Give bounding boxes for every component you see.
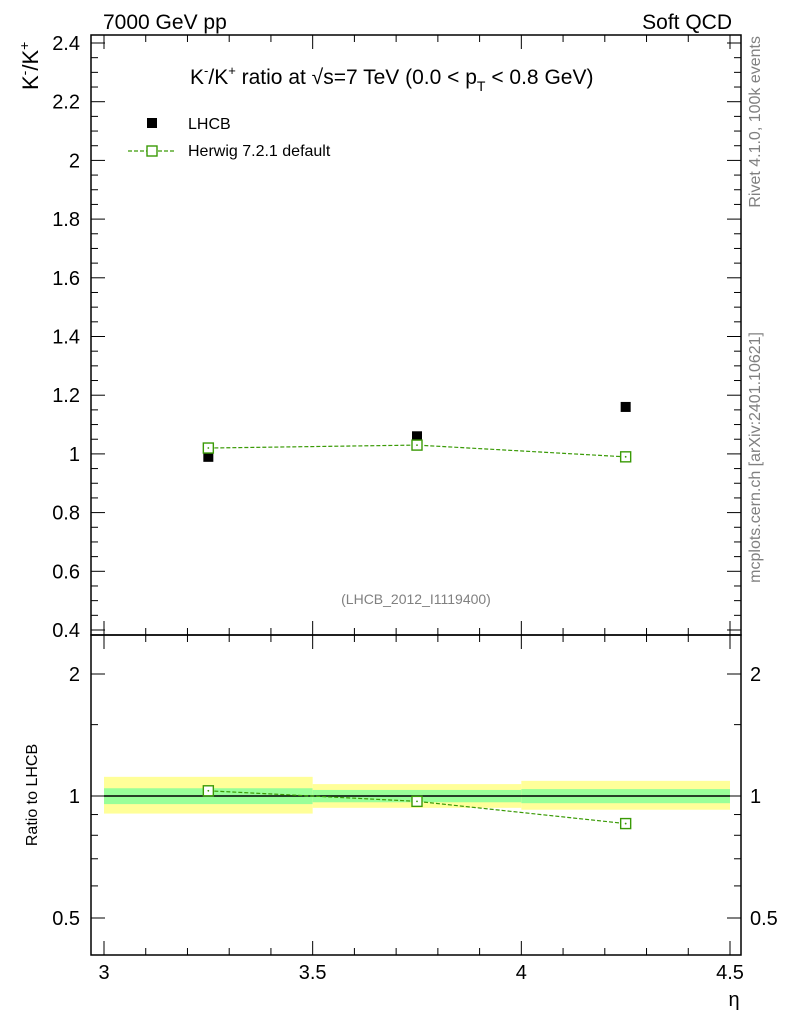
ratio-herwig-line [208,790,626,825]
main-axis-ticks: 0.4 0.6 0.8 1 1.2 1.4 1.6 1.8 2 2.2 2.4 [52,33,741,642]
herwig-point-center [624,455,627,458]
main-ytick-label: 1.4 [52,327,80,349]
ratio-plot-frame [90,634,742,956]
ratio-ytick-label-right: 2 [750,664,761,686]
main-ytick-label: 1.8 [52,209,80,231]
legend-marker-herwig [146,145,158,157]
legend-marker-lhcb [147,118,157,128]
xtick-label: 4 [516,962,527,984]
header-right: Soft QCD [642,11,732,34]
main-ytick-label: 0.8 [52,503,80,525]
main-ytick-label: 0.4 [52,620,80,642]
header-left: 7000 GeV pp [103,11,227,34]
ratio-ytick-label-right: 1 [750,786,761,808]
herwig-line [208,444,626,458]
rivet-version-label: Rivet 4.1.0, 100k events [747,36,764,208]
ratio-ytick-label: 2 [69,664,80,686]
main-ytick-label: 1 [69,444,80,466]
ratio-herwig-point-center [416,800,418,803]
main-title: K-/K+ ratio at √s=7 TeV (0.0 < pT < 0.8 … [190,63,593,94]
analysis-watermark: (LHCB_2012_I1119400) [341,591,491,607]
lhcb-point [412,431,422,442]
ratio-axis-ticks: 0.5 0.5 1 1 2 2 3 3.5 4 4.5 [52,635,778,984]
xlabel: η [728,989,739,1011]
mcplots-label: mcplots.cern.ch [arXiv:2401.10621] [747,332,764,583]
lhcb-point [620,401,631,412]
ratio-herwig-point-center [207,789,210,792]
xtick-label: 3 [98,962,109,984]
ratio-ylabel: Ratio to LHCB [24,744,41,846]
main-ytick-label: 0.6 [52,561,80,583]
main-ytick-label: 1.2 [52,385,80,407]
xtick-label: 3.5 [299,962,327,984]
main-ylabel: K-/K+ [16,42,43,90]
main-data-marks [202,401,632,463]
main-ytick-label: 2.4 [52,33,80,55]
ratio-herwig-point-center [624,822,627,825]
herwig-point-center [207,447,210,449]
herwig-point-center [416,444,418,446]
ratio-uncertainty-bands [104,776,730,814]
legend-label-lhcb: LHCB [188,116,231,133]
ratio-ytick-label-right: 0.5 [750,908,778,930]
main-ytick-label: 1.6 [52,268,80,290]
legend-label-herwig: Herwig 7.2.1 default [188,143,331,160]
main-ytick-label: 2 [69,150,80,172]
ratio-data-marks [202,785,632,830]
lhcb-point [203,451,214,462]
xtick-label: 4.5 [716,962,744,984]
ratio-ytick-label: 1 [69,786,80,808]
ratio-ytick-label: 0.5 [52,908,80,930]
main-ytick-label: 2.2 [52,92,80,114]
legend: LHCB Herwig 7.2.1 default [128,116,331,160]
